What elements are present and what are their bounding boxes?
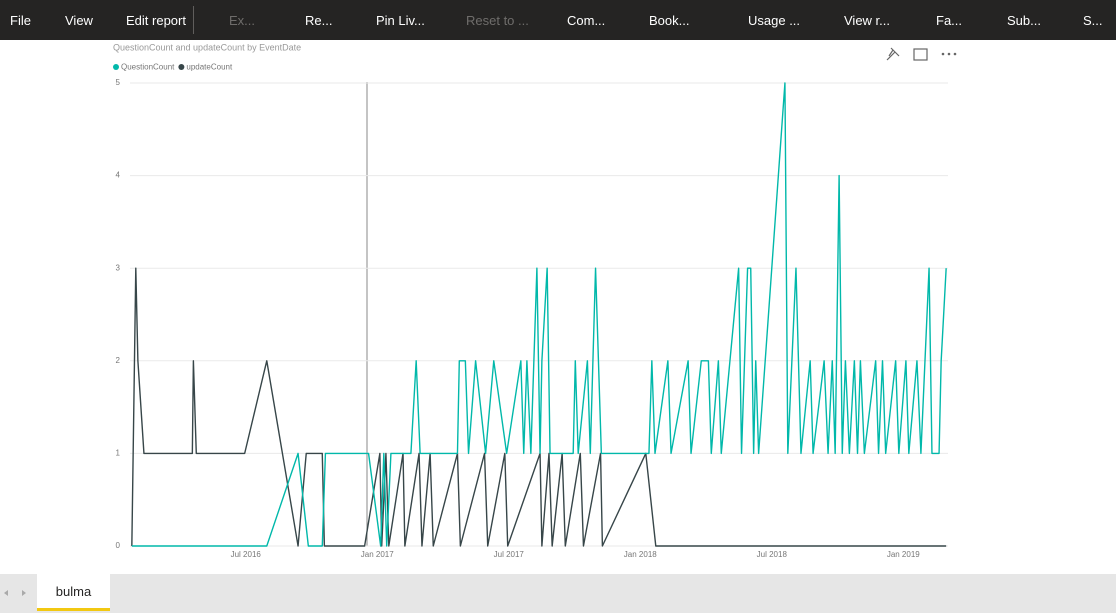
x-tick-label: Jul 2018 xyxy=(757,550,788,559)
tab-bar: bulma xyxy=(0,574,1116,613)
legend-label: updateCount xyxy=(186,63,233,72)
toolbar-button[interactable]: Pin Liv... xyxy=(376,13,425,28)
chart: QuestionCount and updateCount by EventDa… xyxy=(113,42,957,559)
toolbar-button[interactable]: View r... xyxy=(844,13,891,28)
toolbar-button[interactable]: Fa... xyxy=(936,13,963,28)
y-tick-label: 5 xyxy=(116,78,121,87)
legend-marker xyxy=(178,64,185,70)
toolbar-button[interactable]: Sub... xyxy=(1007,13,1041,28)
visual-header-icons xyxy=(886,47,957,61)
y-tick-label: 0 xyxy=(116,541,121,550)
toolbar-button[interactable]: View xyxy=(65,13,93,28)
y-tick-label: 3 xyxy=(116,263,121,272)
toolbar-button[interactable]: Edit report xyxy=(126,13,186,28)
toolbar-button[interactable]: Re... xyxy=(305,13,333,28)
more-icon[interactable] xyxy=(941,52,957,56)
toolbar-button[interactable]: Com... xyxy=(567,13,606,28)
x-tick-label: Jan 2018 xyxy=(624,550,657,559)
x-tick-label: Jan 2019 xyxy=(887,550,920,559)
toolbar-button[interactable]: Ex... xyxy=(229,13,256,28)
toolbar-button[interactable]: Reset to ... xyxy=(466,13,529,28)
series-line xyxy=(131,267,947,547)
toolbar: File View Edit report Ex... Re... Pin Liv... R… xyxy=(0,0,1116,40)
y-tick-label: 2 xyxy=(116,356,121,365)
y-tick-label: 4 xyxy=(116,171,121,180)
tab-nav xyxy=(4,590,26,596)
series-line xyxy=(131,82,947,547)
legend-label: QuestionCount xyxy=(121,63,175,72)
x-tick-label: Jul 2016 xyxy=(231,550,262,559)
x-tick-label: Jul 2017 xyxy=(494,550,525,559)
toolbar-button[interactable]: S... xyxy=(1083,13,1103,28)
pin-icon[interactable] xyxy=(886,47,900,61)
chart-title: QuestionCount and updateCount by EventDa… xyxy=(113,42,301,52)
toolbar-button[interactable]: Usage ... xyxy=(748,13,801,28)
y-tick-label: 1 xyxy=(116,449,121,458)
x-tick-label: Jan 2017 xyxy=(361,550,394,559)
toolbar-button[interactable]: Book... xyxy=(649,13,690,28)
focus-icon[interactable] xyxy=(913,48,928,61)
page-tab[interactable]: bulma xyxy=(37,574,110,611)
toolbar-button[interactable]: File xyxy=(10,13,31,28)
legend-marker xyxy=(113,64,119,70)
separator xyxy=(193,6,194,34)
